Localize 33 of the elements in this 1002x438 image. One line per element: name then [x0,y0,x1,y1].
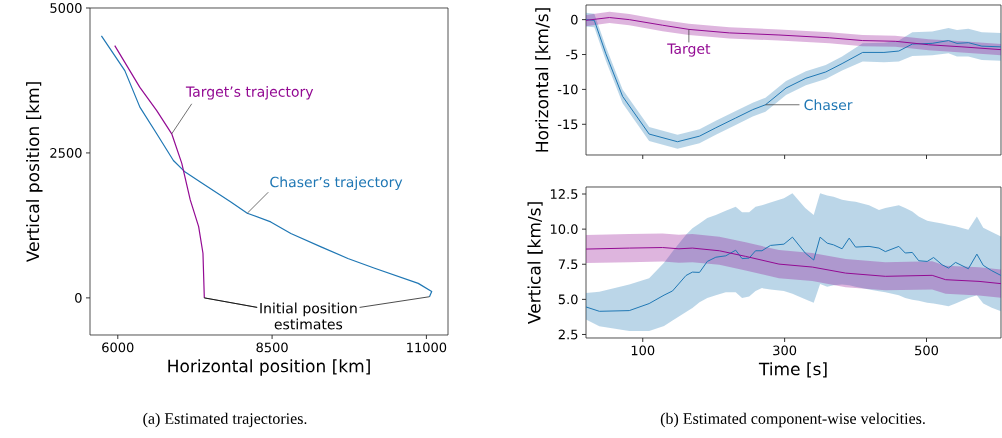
line-series [585,236,1002,312]
annotation: Target [667,43,711,57]
y-tick-label: 10.0 [550,224,578,235]
y-tick-label: 2500 [50,148,82,158]
line-series [100,35,433,298]
y-tick-label: -5 [566,49,578,60]
annotation: Initial position estimates [260,302,357,330]
y-axis-title: Horizontal [km/s] [535,8,551,152]
text: (b) Estimated component-wise velocities. [660,412,925,428]
annotation: Chaser’s trajectory [270,176,403,191]
y-axis-title: Vertical [km/s] [527,202,543,325]
x-tick-label: 500 [915,345,939,356]
y-tick-label: 0 [75,292,82,303]
x-tick-label: 300 [773,345,797,356]
y-axis-title: Vertical position [km] [26,82,43,263]
y-tick-label: 5000 [50,3,82,13]
annotation: Chaser [804,99,853,111]
x-tick-label: 8500 [256,342,288,353]
x-axis-title: Horizontal position [km] [168,359,370,376]
x-tick-label: 100 [631,345,655,356]
x-tick-label: 11000 [407,342,447,353]
y-tick-label: 0 [571,14,578,25]
y-tick-label: -10 [557,84,578,95]
y-tick-label: 12.5 [550,189,578,199]
text: (a) Estimated trajectories. [143,412,307,428]
y-tick-label: 5.0 [558,294,578,305]
line-series [585,247,1002,285]
x-tick-label: 6000 [102,342,134,353]
y-tick-label: -15 [557,119,578,130]
y-tick-label: 7.5 [558,259,578,270]
x-axis-title: Time [s] [758,362,827,378]
annotation: Target’s trajectory [185,86,314,100]
y-tick-label: 2.5 [558,329,578,340]
